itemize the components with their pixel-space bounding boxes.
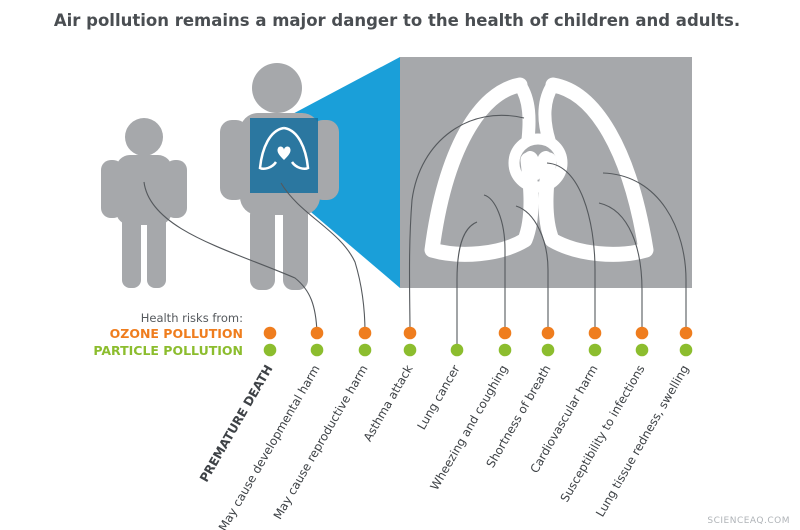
ozone-dot-wheezing-and-coughing <box>498 326 512 340</box>
ozone-dot-premature-death <box>263 326 277 340</box>
connector-cardiovascular <box>546 162 596 333</box>
legend: Health risks from: OZONE POLLUTION PARTI… <box>93 311 243 358</box>
risk-label-may-cause-reproductive-harm: May cause reproductive harm <box>271 363 371 522</box>
particle-dot-lung-tissue-redness-swelling <box>679 343 693 357</box>
ozone-dot-lung-tissue-redness-swelling <box>679 326 693 340</box>
risk-label-may-cause-developmental-harm: May cause developmental harm <box>216 363 323 530</box>
page-title: Air pollution remains a major danger to … <box>54 11 740 30</box>
risk-label-susceptibility-to-infections: Susceptibility to infections <box>558 363 648 505</box>
ozone-dot-asthma-attack <box>403 326 417 340</box>
connector-infections <box>598 202 643 333</box>
watermark: SCIENCEAQ.COM <box>707 516 790 526</box>
connector-wheezing <box>483 194 506 333</box>
connector-developmental <box>143 181 318 334</box>
connector-tissue <box>602 172 687 333</box>
particle-dot-shortness-of-breath <box>541 343 555 357</box>
ozone-dot-may-cause-reproductive-harm <box>358 326 372 340</box>
particle-dot-may-cause-reproductive-harm <box>358 343 372 357</box>
risk-label-lung-cancer: Lung cancer <box>414 362 462 432</box>
connector-asthma <box>408 114 525 334</box>
particle-dot-asthma-attack <box>403 343 417 357</box>
particle-dot-lung-cancer <box>450 343 464 357</box>
zoom-beam <box>285 57 400 288</box>
connector-shortness <box>515 205 549 333</box>
risk-dots <box>263 326 693 357</box>
particle-dot-wheezing-and-coughing <box>498 343 512 357</box>
legend-particle: PARTICLE POLLUTION <box>93 343 243 358</box>
connector-lung-cancer <box>456 221 478 350</box>
small-lungs-icon <box>258 126 310 170</box>
chest-zoom-window <box>250 118 318 193</box>
ozone-dot-shortness-of-breath <box>541 326 555 340</box>
connector-lines <box>143 114 687 350</box>
particle-dot-susceptibility-to-infections <box>635 343 649 357</box>
particle-dot-may-cause-developmental-harm <box>310 343 324 357</box>
ozone-dot-may-cause-developmental-harm <box>310 326 324 340</box>
ozone-dot-cardiovascular-harm <box>588 326 602 340</box>
risk-label-asthma-attack: Asthma attack <box>361 362 416 443</box>
legend-title: Health risks from: <box>141 311 243 325</box>
particle-dot-cardiovascular-harm <box>588 343 602 357</box>
risk-label-lung-tissue-redness-swelling: Lung tissue redness, swelling <box>593 363 692 520</box>
legend-ozone: OZONE POLLUTION <box>110 326 243 341</box>
small-heart-icon <box>277 146 291 160</box>
heart-icon <box>523 150 553 180</box>
lungs-icon <box>424 77 654 262</box>
child-icon <box>101 118 187 288</box>
connector-reproductive <box>280 182 366 334</box>
ozone-dot-susceptibility-to-infections <box>635 326 649 340</box>
particle-dot-premature-death <box>263 343 277 357</box>
